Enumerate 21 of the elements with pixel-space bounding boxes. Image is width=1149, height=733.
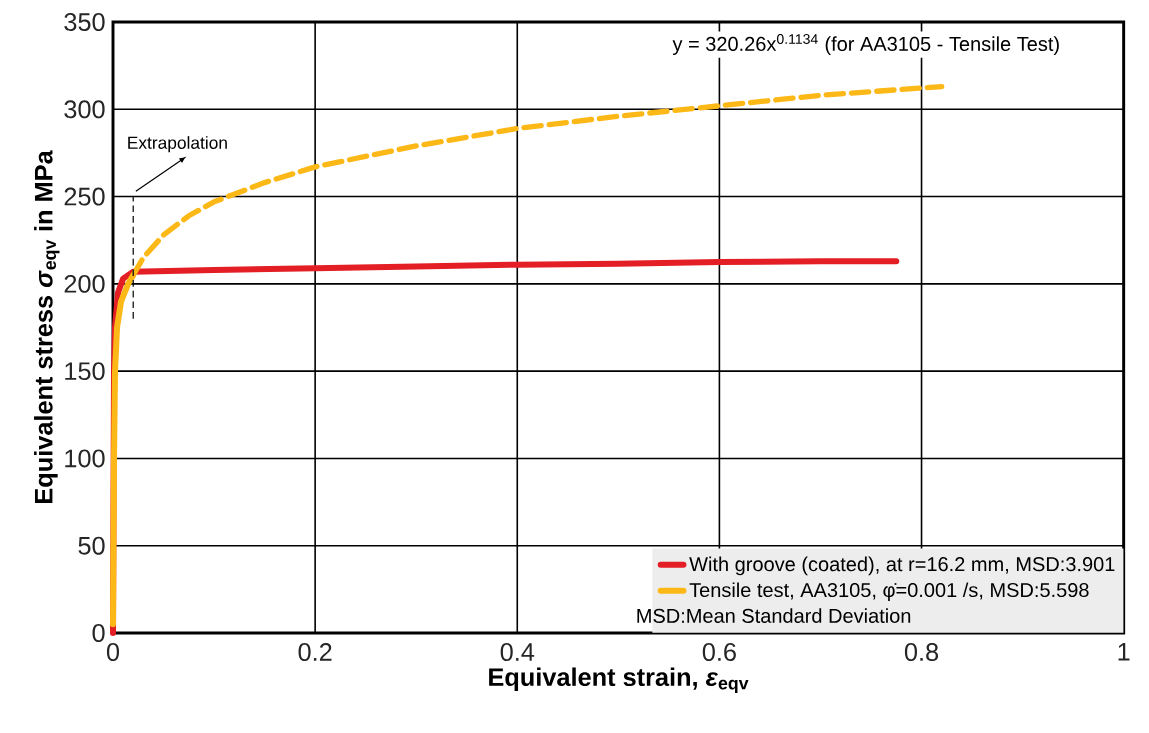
annotation: MSD:Mean Standard Deviation [637,608,911,623]
y-tick-label: 150 [65,362,105,381]
x-tick-label: 0.6 [702,643,736,661]
legend-label: With groove (coated), at r=16.2 mm, MSD:3.901 [689,556,1115,576]
y-tick-label: 100 [65,449,105,468]
y-tick-label: 250 [64,187,105,206]
x-axis-title: Equivalent strain, ε$_{eqv}$ [489,667,749,693]
y-tick-label: 0 [92,624,105,642]
y-tick-label: 300 [64,100,105,119]
y-tick-label: 350 [64,13,105,31]
y-tick-label: 200 [64,274,105,293]
x-tick-label: 1 [1118,643,1130,661]
x-tick-label: 0 [106,643,120,661]
y-axis-title: Equivalent stress σ$_{eqv}$ in MPa [34,150,60,503]
annotation: y = 320.26x$^{0.1134}$ (for AA3105 - Tensile Test) [672,34,1059,55]
x-tick-label: 0.4 [500,643,535,661]
x-tick-label: 0.2 [298,643,332,661]
x-tick-label: 0.8 [904,643,939,661]
ref-line-label: Extrapolation [128,136,227,153]
legend-label: Tensile test, AA3105, φ̇=0.001 /s, MSD:5.598 [689,582,1089,602]
y-tick-label: 50 [78,536,105,555]
